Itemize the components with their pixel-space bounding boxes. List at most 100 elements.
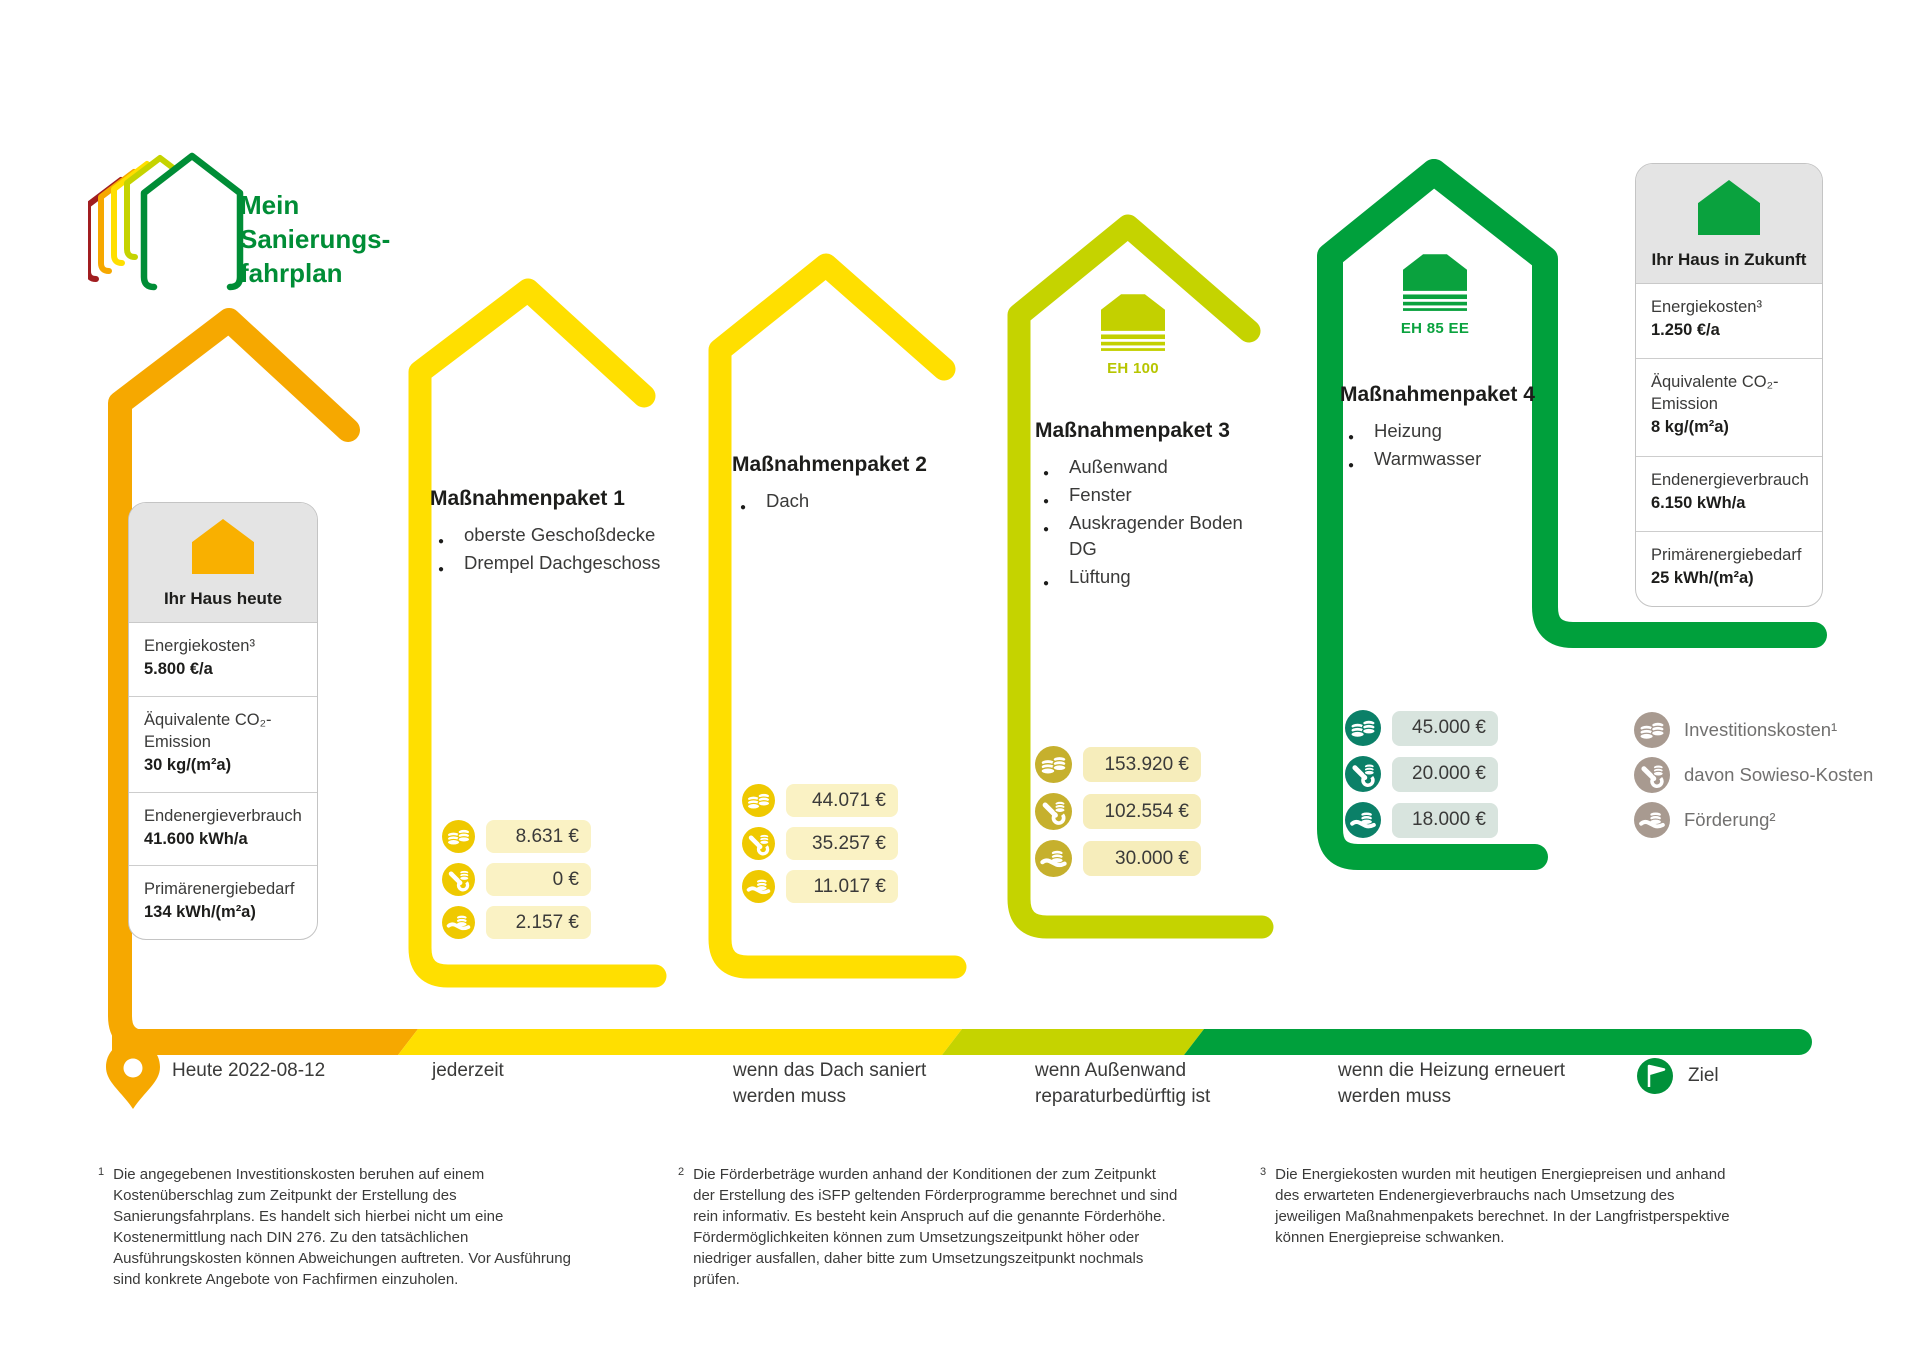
paket3-eh-badge: EH 100 (1098, 294, 1168, 377)
stat-value: 5.800 €/a (144, 660, 213, 678)
logo-line-2: Sanierungs- (240, 224, 391, 254)
house-today-card: Ihr Haus heute Energiekosten³ 5.800 €/a … (128, 502, 318, 940)
stat-value: 134 kWh/(m²a) (144, 903, 256, 922)
measure-item: Drempel Dachgeschoss (430, 550, 700, 583)
invest-value: 44.071 € (786, 784, 898, 817)
eh-house-icon (1101, 294, 1165, 351)
footnote-text: Die angegebenen Investitionskosten beruh… (113, 1166, 571, 1288)
measure-item: Lüftung (1035, 564, 1245, 597)
stat-value: 1.250 €/a (1651, 321, 1720, 339)
measure-item: Warmwasser (1340, 446, 1590, 479)
paket1-costs: 8.631 € 0 € 2.157 € (442, 820, 591, 949)
footnote-sup: 3 (1260, 1166, 1267, 1178)
house-today-icon (192, 519, 254, 574)
stat-value: 8 kg/(m²a) (1651, 418, 1729, 437)
sowieso-row: 35.257 € (742, 827, 898, 860)
stat-value: 41.600 kWh/a (144, 829, 248, 848)
house-today-label: Ihr Haus heute (163, 589, 283, 608)
stat-cell: Äquivalente CO₂-Emission 8 kg/(m²a) (1636, 358, 1822, 455)
invest-value: 8.631 € (486, 820, 591, 853)
timeline-bar-yellow (398, 1029, 962, 1055)
eh-badge-label: EH 85 EE (1400, 320, 1470, 337)
foerderung-row: 11.017 € (742, 870, 898, 903)
stat-label: Äquivalente CO₂-Emission (144, 710, 272, 751)
investitionskosten-coins-icon (742, 784, 775, 817)
paket1-block: Maßnahmenpaket 1 oberste Geschoßdecke Dr… (430, 486, 700, 583)
invest-row: 44.071 € (742, 784, 898, 817)
logo-wordmark: Mein Sanierungs- fahrplan (240, 188, 390, 290)
sowieso-value: 20.000 € (1392, 756, 1498, 792)
cost-legend: Investitionskosten¹ davon Sowieso-Kosten… (1634, 712, 1873, 847)
paket4-costs: 45.000 € 20.000 € 18.000 € (1345, 710, 1498, 848)
eh-house-icon (1403, 254, 1467, 311)
footnote-text: Die Energiekosten wurden mit heutigen En… (1275, 1166, 1730, 1246)
sowieso-value: 0 € (486, 863, 591, 896)
milestone-dach: wenn das Dach saniert werden muss (733, 1060, 927, 1107)
milestone-ziel: Ziel (1688, 1065, 1719, 1086)
foerderung-row: 18.000 € (1345, 802, 1498, 838)
house-future-card: Ihr Haus in Zukunft Energiekosten³ 1.250… (1635, 163, 1823, 607)
paket4-eh-badge: EH 85 EE (1400, 254, 1470, 337)
stat-value: 25 kWh/(m²a) (1651, 568, 1754, 587)
foerderung-value: 11.017 € (786, 870, 898, 903)
logo-line-3: fahrplan (240, 258, 343, 288)
legend-foerderung: Förderung² (1634, 802, 1873, 838)
footnote-sup: 1 (98, 1166, 105, 1178)
foerderung-hand-icon (742, 870, 775, 903)
stat-cell: Endenergieverbrauch 6.150 kWh/a (1636, 455, 1822, 531)
sowieso-row: 0 € (442, 863, 591, 896)
footnote-sup: 2 (678, 1166, 685, 1178)
stat-label: Energiekosten³ (1651, 298, 1762, 316)
foerderung-value: 18.000 € (1392, 802, 1498, 838)
paket3-title: Maßnahmenpaket 3 (1035, 419, 1230, 442)
stat-value: 30 kg/(m²a) (144, 755, 232, 774)
stat-label: Primärenergiebedarf (1651, 545, 1802, 564)
stat-cell: Energiekosten³ 5.800 €/a (129, 623, 317, 696)
stat-value: 6.150 kWh/a (1651, 493, 1746, 512)
legend-label: Förderung² (1684, 809, 1776, 830)
paket2-costs: 44.071 € 35.257 € 11.017 € (742, 784, 898, 913)
paket1-measures: oberste Geschoßdecke Drempel Dachgeschos… (430, 522, 700, 583)
measure-item: Heizung (1340, 418, 1590, 451)
investitionskosten-coins-icon (1345, 710, 1381, 746)
house-outline-paket1 (408, 278, 667, 988)
paket3-block: Maßnahmenpaket 3 Außenwand Fenster Auskr… (1035, 418, 1265, 597)
stat-cell: Primärenergiebedarf 25 kWh/(m²a) (1636, 530, 1822, 606)
paket3-measures: Außenwand Fenster Auskragender Boden DG … (1035, 454, 1245, 597)
footnote-2: 2 Die Förderbeträge wurden anhand der Ko… (678, 1164, 1178, 1290)
logo-line-1: Mein (240, 190, 300, 220)
stat-cell: Energiekosten³ 1.250 €/a (1636, 284, 1822, 358)
foerderung-row: 30.000 € (1035, 840, 1201, 877)
investitionskosten-coins-icon (442, 820, 475, 853)
measure-item: Außenwand (1035, 454, 1245, 487)
map-pin-icon (106, 1041, 160, 1109)
paket2-title: Maßnahmenpaket 2 (732, 453, 927, 476)
milestone-aussenwand: wenn Außenwand reparaturbedürftig ist (1035, 1060, 1211, 1107)
timeline-bar-green (1184, 1029, 1799, 1055)
legend-sowieso-kosten: davon Sowieso-Kosten (1634, 757, 1873, 793)
stat-label: Primärenergiebedarf (144, 880, 295, 899)
sowieso-wrench-icon (442, 863, 475, 896)
foerderung-value: 2.157 € (486, 906, 591, 939)
sowieso-wrench-icon (1035, 793, 1072, 830)
house-today-card-header: Ihr Haus heute (129, 503, 317, 623)
foerderung-row: 2.157 € (442, 906, 591, 939)
milestone-heute: Heute 2022-08-12 (172, 1060, 326, 1081)
footnote-1: 1 Die angegebenen Investitionskosten ber… (98, 1164, 578, 1290)
sowieso-value: 102.554 € (1083, 794, 1201, 829)
measure-item: Dach (732, 488, 982, 521)
house-outline-paket3 (1007, 214, 1274, 939)
stat-label: Energiekosten³ (144, 637, 255, 655)
investitionskosten-coins-icon (1634, 712, 1670, 748)
invest-value: 45.000 € (1392, 710, 1498, 746)
stat-cell: Endenergieverbrauch 41.600 kWh/a (129, 791, 317, 866)
stat-cell: Äquivalente CO₂-Emission 30 kg/(m²a) (129, 695, 317, 792)
foerderung-hand-icon (1634, 802, 1670, 838)
invest-row: 8.631 € (442, 820, 591, 853)
sowieso-wrench-icon (1345, 756, 1381, 792)
foerderung-hand-icon (1035, 840, 1072, 877)
sowieso-wrench-icon (1634, 757, 1670, 793)
house-outline-paket4-left (1317, 159, 1548, 870)
